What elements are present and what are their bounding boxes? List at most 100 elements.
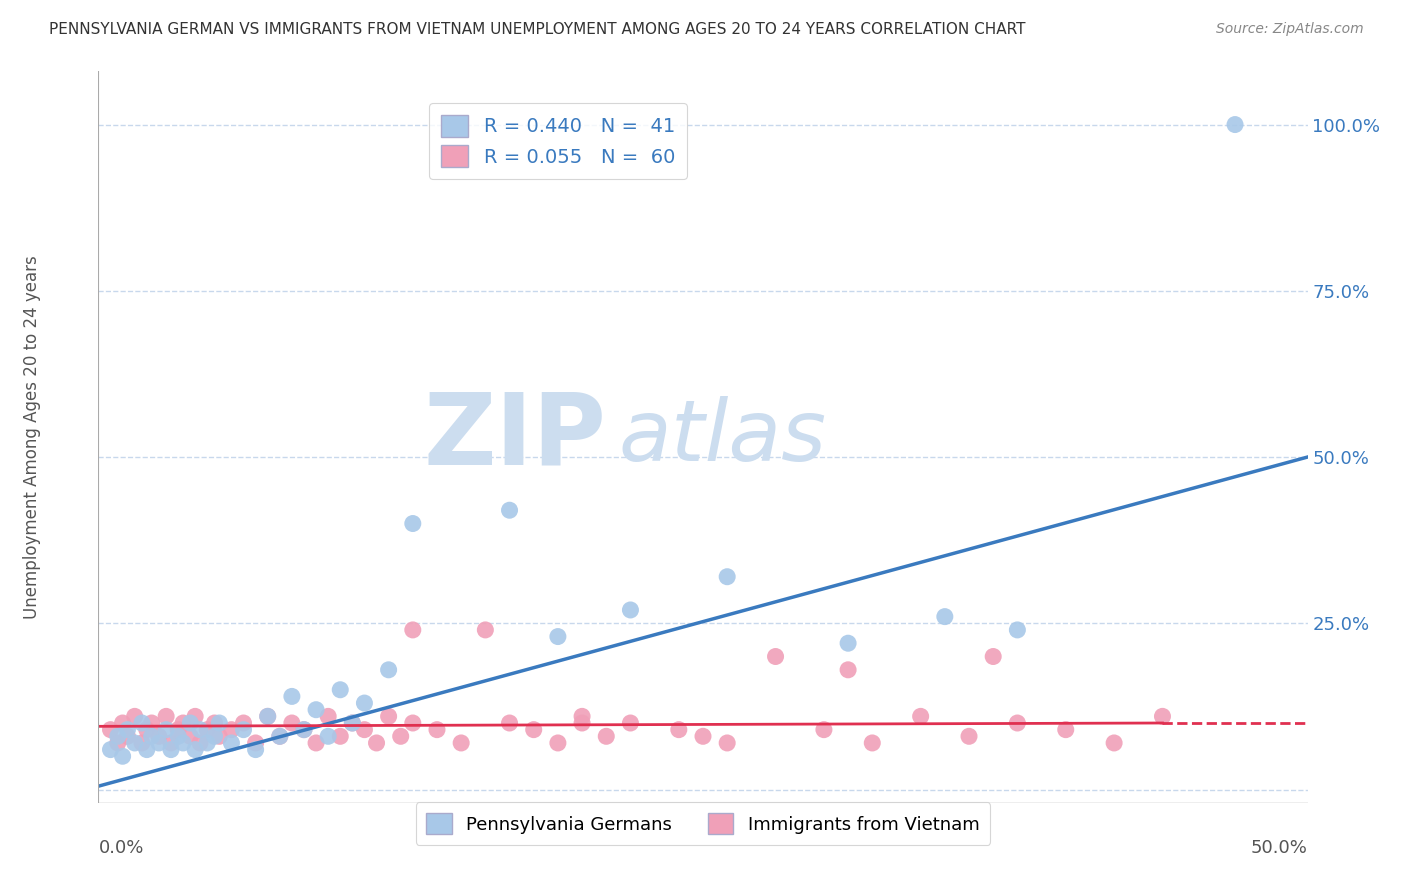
Point <box>281 716 304 731</box>
Point <box>141 716 163 731</box>
Point <box>184 709 207 723</box>
Point <box>329 682 352 697</box>
Point <box>269 729 291 743</box>
Point <box>316 709 339 723</box>
Point <box>107 729 129 743</box>
Point <box>595 729 617 743</box>
Point <box>426 723 449 737</box>
Point <box>377 709 399 723</box>
Text: atlas: atlas <box>619 395 827 479</box>
Point <box>981 649 1004 664</box>
Point <box>498 503 520 517</box>
Text: Unemployment Among Ages 20 to 24 years: Unemployment Among Ages 20 to 24 years <box>22 255 41 619</box>
Point <box>353 696 375 710</box>
Point <box>957 729 980 743</box>
Text: 50.0%: 50.0% <box>1251 839 1308 857</box>
Point <box>1007 623 1029 637</box>
Point <box>1223 118 1246 132</box>
Point <box>377 663 399 677</box>
Point <box>124 709 146 723</box>
Point <box>305 703 328 717</box>
Point <box>256 709 278 723</box>
Point <box>366 736 388 750</box>
Point <box>117 729 139 743</box>
Point <box>292 723 315 737</box>
Point <box>135 742 157 756</box>
Point <box>155 723 177 737</box>
Point <box>160 736 183 750</box>
Point <box>910 709 932 723</box>
Text: PENNSYLVANIA GERMAN VS IMMIGRANTS FROM VIETNAM UNEMPLOYMENT AMONG AGES 20 TO 24 : PENNSYLVANIA GERMAN VS IMMIGRANTS FROM V… <box>49 22 1026 37</box>
Point <box>1102 736 1125 750</box>
Point <box>716 736 738 750</box>
Point <box>402 623 425 637</box>
Point <box>155 709 177 723</box>
Point <box>111 749 134 764</box>
Point <box>100 723 122 737</box>
Point <box>221 736 243 750</box>
Point <box>172 736 194 750</box>
Point <box>837 636 859 650</box>
Point <box>184 742 207 756</box>
Point <box>716 570 738 584</box>
Point <box>221 723 243 737</box>
Point <box>188 736 211 750</box>
Point <box>188 723 211 737</box>
Point <box>765 649 787 664</box>
Point <box>342 716 364 731</box>
Point <box>619 716 641 731</box>
Point <box>135 723 157 737</box>
Legend: Pennsylvania Germans, Immigrants from Vietnam: Pennsylvania Germans, Immigrants from Vi… <box>416 803 990 845</box>
Point <box>547 630 569 644</box>
Point <box>117 723 139 737</box>
Point <box>256 709 278 723</box>
Point <box>204 729 226 743</box>
Point <box>131 716 153 731</box>
Point <box>148 729 170 743</box>
Point <box>353 723 375 737</box>
Point <box>1054 723 1077 737</box>
Point <box>124 736 146 750</box>
Point <box>232 716 254 731</box>
Point <box>402 516 425 531</box>
Point <box>208 729 231 743</box>
Point <box>668 723 690 737</box>
Point <box>450 736 472 750</box>
Text: Source: ZipAtlas.com: Source: ZipAtlas.com <box>1216 22 1364 37</box>
Point <box>402 716 425 731</box>
Point <box>204 716 226 731</box>
Point <box>1152 709 1174 723</box>
Point <box>195 723 218 737</box>
Point <box>837 663 859 677</box>
Point <box>245 742 267 756</box>
Point <box>934 609 956 624</box>
Point <box>571 709 593 723</box>
Point <box>1007 716 1029 731</box>
Point <box>342 716 364 731</box>
Point <box>292 723 315 737</box>
Point <box>305 736 328 750</box>
Point <box>571 716 593 731</box>
Point <box>107 736 129 750</box>
Point <box>111 716 134 731</box>
Point <box>523 723 546 737</box>
Point <box>245 736 267 750</box>
Point <box>329 729 352 743</box>
Point <box>160 742 183 756</box>
Point <box>269 729 291 743</box>
Point <box>100 742 122 756</box>
Point <box>167 729 190 743</box>
Text: 0.0%: 0.0% <box>98 839 143 857</box>
Point <box>195 736 218 750</box>
Point <box>179 716 201 731</box>
Point <box>281 690 304 704</box>
Point <box>131 736 153 750</box>
Point <box>813 723 835 737</box>
Point <box>148 736 170 750</box>
Point <box>316 729 339 743</box>
Point <box>860 736 883 750</box>
Point <box>474 623 496 637</box>
Point <box>692 729 714 743</box>
Point <box>141 729 163 743</box>
Point <box>167 723 190 737</box>
